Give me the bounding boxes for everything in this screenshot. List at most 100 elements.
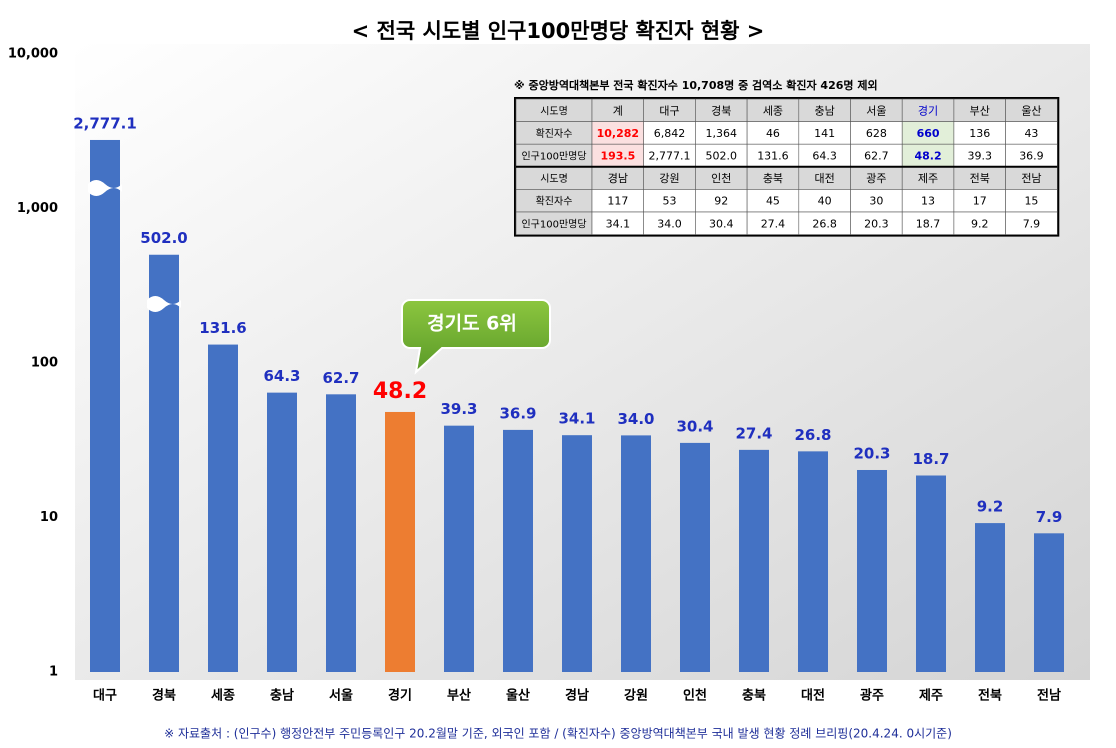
table-cell-text: 인구100만명당 [521,218,586,230]
table-cell-text: 전북 [970,172,990,185]
y-tick-label: 10,000 [8,47,58,62]
x-tick-label: 광주 [860,689,884,704]
table-cell-text: 36.9 [1019,150,1044,163]
table-cell-text: 확진자수 [536,128,573,140]
value-label: 2,777.1 [73,114,137,132]
table-cell-text: 전남 [1021,172,1041,185]
value-label: 7.9 [1036,508,1063,526]
y-tick-label: 1 [49,665,58,680]
table-cell-text: 502.0 [706,150,738,163]
bar [326,394,356,672]
value-label: 20.3 [853,444,890,462]
table-cell-text: 부산 [970,104,990,117]
table-cell-text: 충남 [815,104,835,117]
x-tick-label: 대구 [93,689,117,704]
table-cell-text: 40 [818,195,832,208]
table-cell-text: 제주 [918,172,938,185]
table-cell-text: 30 [869,195,883,208]
table-note: ※ 중앙방역대책본부 전국 확진자수 10,708명 중 검역소 확진자 426… [514,78,878,92]
table-cell-text: 울산 [1021,104,1041,117]
table-cell-text: 64.3 [812,150,837,163]
bar [444,425,474,672]
table-cell-text: 628 [866,127,887,140]
bar [1034,533,1064,672]
axis-break [147,296,181,312]
x-tick-label: 세종 [211,689,235,704]
table-cell-text: 20.3 [864,217,889,230]
table-cell-text: 광주 [866,172,886,185]
value-label: 34.0 [617,410,654,428]
table-cell-text: 10,282 [597,127,639,140]
x-tick-label: 서울 [329,688,353,704]
table-cell-text: 117 [607,195,628,208]
value-label: 39.3 [440,400,477,418]
bar [680,442,710,672]
bar [208,344,238,672]
bar [621,435,651,672]
table-cell-text: 서울 [866,104,886,117]
axis-break [88,180,122,196]
value-label: 502.0 [140,229,187,247]
table-cell-text: 27.4 [761,217,786,230]
x-tick-label: 제주 [919,689,943,704]
table-cell-text: 인구100만명당 [521,151,586,163]
table-cell-text: 인천 [711,171,731,185]
table-cell-text: 경남 [608,172,628,185]
bar [503,429,533,672]
callout-box [401,299,551,375]
table-cell-text: 131.6 [757,150,789,163]
table-cell-text: 대전 [815,172,835,185]
table-cell-text: 92 [714,195,728,208]
table-cell-text: 660 [917,127,940,140]
table-cell-text: 39.3 [968,150,993,163]
table-cell-text: 136 [969,127,990,140]
x-tick-label: 경남 [565,688,589,704]
x-tick-label: 경북 [152,688,176,704]
value-label: 48.2 [373,379,427,404]
table-cell-text: 2,777.1 [649,150,691,163]
table-cell-text: 62.7 [864,150,889,163]
x-tick-label: 충남 [270,688,294,704]
table-cell-text: 9.2 [971,217,989,230]
x-tick-label: 전남 [1037,688,1061,704]
x-tick-label: 인천 [683,688,707,704]
value-label: 27.4 [735,424,772,442]
bar [739,449,769,672]
y-tick-label: 1,000 [17,201,58,216]
y-tick-label: 100 [31,356,58,371]
table-cell-text: 충북 [763,172,783,185]
value-label: 36.9 [499,404,536,422]
value-label: 18.7 [912,450,949,468]
bar [975,523,1005,672]
y-tick-label: 10 [40,510,58,525]
table-cell-text: 193.5 [600,150,635,163]
table-cell-text: 7.9 [1023,217,1041,230]
callout-text: 경기도 6위 [427,313,517,335]
value-label: 34.1 [558,410,595,428]
table-cell-text: 세종 [763,104,783,117]
table-cell-text: 확진자수 [536,196,573,208]
x-tick-label: 경기 [388,688,412,704]
table-cell-text: 46 [766,127,780,140]
x-tick-label: 강원 [624,688,648,704]
table-cell-text: 18.7 [916,217,941,230]
table-cell-text: 48.2 [914,150,941,163]
table-cell-text: 17 [973,195,987,208]
table-cell-text: 시도명 [540,173,568,185]
table-cell-text: 6,842 [654,127,686,140]
x-tick-label: 울산 [506,688,530,704]
value-label: 26.8 [794,426,831,444]
table-cell-text: 34.0 [657,217,682,230]
bar [562,435,592,672]
table-cell-text: 26.8 [812,217,837,230]
bar [149,254,179,672]
table-cell-text: 45 [766,195,780,208]
bar [267,392,297,672]
table-cell-text: 경북 [711,104,731,117]
table-cell-text: 강원 [659,172,679,185]
x-tick-label: 충북 [742,688,766,704]
value-label: 131.6 [199,319,246,337]
source-note: ※ 자료출처 : (인구수) 행정안전부 주민등록인구 20.2월말 기준, 외… [164,726,952,741]
